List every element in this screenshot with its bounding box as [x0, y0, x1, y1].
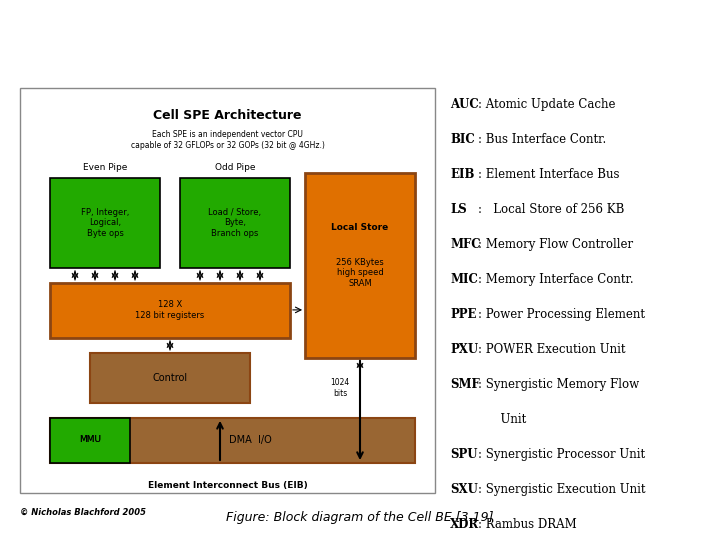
Text: : Rambus DRAM: : Rambus DRAM	[478, 518, 577, 531]
Text: PXU: PXU	[450, 343, 478, 356]
Text: MMU: MMU	[79, 435, 101, 444]
Text: : Power Processing Element: : Power Processing Element	[478, 308, 645, 321]
Text: BIC: BIC	[450, 133, 474, 146]
Bar	[50, 178, 160, 268]
Text: : Memory Flow Controller: : Memory Flow Controller	[478, 238, 633, 251]
Text: :   Local Store of 256 KB: : Local Store of 256 KB	[478, 203, 624, 216]
Text: Element Interconnect Bus (EIB): Element Interconnect Bus (EIB)	[148, 482, 307, 490]
Text: XDR: XDR	[450, 518, 479, 531]
Text: SXU: SXU	[450, 483, 478, 496]
Text: : Synergistic Execution Unit: : Synergistic Execution Unit	[478, 483, 646, 496]
Text: EIB: EIB	[450, 168, 474, 181]
Text: AUC: AUC	[450, 98, 479, 111]
Text: : Memory Interface Contr.: : Memory Interface Contr.	[478, 273, 634, 286]
Text: Local Store: Local Store	[331, 224, 389, 232]
Text: : Synergistic Processor Unit: : Synergistic Processor Unit	[478, 448, 645, 461]
Text: DMA  I/O: DMA I/O	[229, 435, 271, 445]
Text: SPU: SPU	[450, 448, 477, 461]
Bar	[50, 418, 415, 463]
Bar	[305, 173, 415, 358]
Bar	[180, 178, 290, 268]
Text: 128 X
128 bit registers: 128 X 128 bit registers	[135, 300, 204, 320]
Text: MFC: MFC	[450, 238, 481, 251]
Text: © Nicholas Blachford 2005: © Nicholas Blachford 2005	[20, 508, 146, 517]
Text: PPE: PPE	[450, 308, 477, 321]
Text: SMF: SMF	[450, 378, 480, 391]
Text: Figure: Block diagram of the Cell BE [3.19]: Figure: Block diagram of the Cell BE [3.…	[226, 511, 494, 524]
Bar	[50, 418, 130, 463]
Text: FP, Integer,
Logical,
Byte ops: FP, Integer, Logical, Byte ops	[81, 208, 129, 238]
Text: Unit: Unit	[478, 413, 526, 426]
Text: Odd Pipe: Odd Pipe	[215, 164, 256, 172]
Text: 10. 3. 2  Cell BE (2): 10. 3. 2 Cell BE (2)	[240, 9, 480, 29]
Text: Each SPE is an independent vector CPU
capable of 32 GFLOPs or 32 GOPs (32 bit @ : Each SPE is an independent vector CPU ca…	[130, 130, 325, 150]
Text: : Atomic Update Cache: : Atomic Update Cache	[478, 98, 616, 111]
Text: Cell SPE Architecture: Cell SPE Architecture	[153, 109, 302, 123]
Text: Control: Control	[153, 373, 188, 383]
Text: 1024
bits: 1024 bits	[330, 378, 350, 397]
Text: Load / Store,
Byte,
Branch ops: Load / Store, Byte, Branch ops	[208, 208, 261, 238]
Bar	[50, 418, 130, 463]
Text: LS: LS	[450, 203, 467, 216]
Text: : Synergistic Memory Flow: : Synergistic Memory Flow	[478, 378, 639, 391]
Text: MIC: MIC	[450, 273, 478, 286]
Bar	[50, 283, 290, 338]
Text: MMU: MMU	[79, 435, 101, 444]
Text: : Bus Interface Contr.: : Bus Interface Contr.	[478, 133, 606, 146]
Bar	[20, 88, 435, 493]
Text: Even Pipe: Even Pipe	[83, 164, 127, 172]
Text: : Element Interface Bus: : Element Interface Bus	[478, 168, 619, 181]
Bar	[90, 353, 250, 403]
Text: : POWER Execution Unit: : POWER Execution Unit	[478, 343, 626, 356]
Text: 256 KBytes
high speed
SRAM: 256 KBytes high speed SRAM	[336, 258, 384, 288]
